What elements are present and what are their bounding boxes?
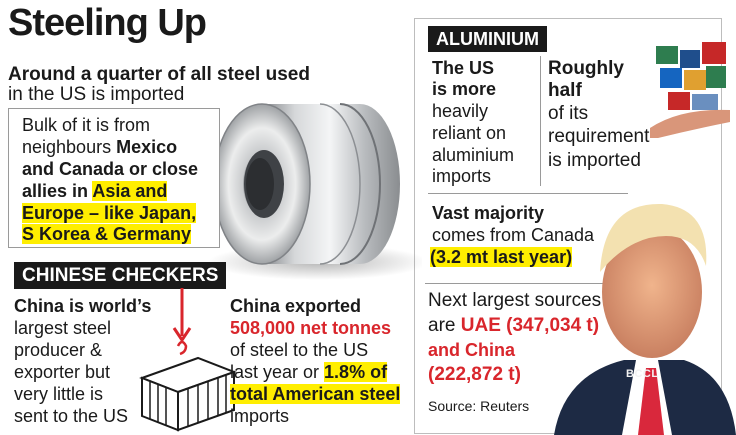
us-line-3: heavily: [432, 101, 489, 121]
steel-coil-image: [208, 103, 422, 280]
steel-box-line-6: S Korea & Germany: [22, 224, 192, 244]
china-right-line-6: imports: [230, 406, 290, 426]
china-left-line-3: producer &: [14, 340, 103, 360]
sources-line-1: Next largest sources: [428, 290, 602, 311]
us-line-2: is more: [432, 79, 497, 99]
photo-credit: BCCL: [626, 368, 659, 380]
china-left-line-4: exporter but: [14, 362, 111, 382]
china-aluminium-volume: (222,872 t): [428, 364, 521, 385]
aluminium-label: ALUMINIUM: [428, 26, 547, 52]
portrait-image: [554, 203, 736, 435]
half-line-4: requirement: [548, 126, 650, 147]
china-right-line-5: total American steel: [230, 384, 401, 404]
us-line-5: aluminium: [432, 145, 515, 165]
china-export-tonnes: 508,000 net tonnes: [230, 318, 392, 338]
aluminium-divider-1: [428, 193, 628, 194]
us-line-4: reliant on: [432, 123, 507, 143]
majority-line-2: comes from Canada: [432, 225, 595, 245]
us-line-1: The US: [432, 58, 495, 78]
china-left-line-2: largest steel: [14, 318, 112, 338]
china-right-line-1: China exported: [230, 296, 362, 316]
steel-box-line-2: neighbours Mexico: [22, 137, 178, 157]
half-line-3: of its: [548, 103, 589, 124]
aluminium-divider-2: [425, 283, 625, 284]
container-arrow-icon: [139, 288, 237, 432]
steel-box-line-4: allies in Asia and: [22, 181, 168, 201]
half-line-2: half: [548, 80, 582, 101]
hand-containers-image: [650, 42, 730, 138]
intro-line-1: Around a quarter of all steel used: [8, 64, 310, 85]
china-right-line-3: of steel to the US: [230, 340, 369, 360]
majority-line-1: Vast majority: [432, 203, 545, 223]
canada-volume: (3.2 mt last year): [430, 247, 573, 267]
china-left-line-1: China is world’s: [14, 296, 152, 316]
china-left-line-6: sent to the US: [14, 406, 129, 426]
chinese-checkers-label: CHINESE CHECKERS: [14, 262, 227, 289]
china-left-line-5: very little is: [14, 384, 104, 404]
aluminium-divider-vertical: [540, 56, 541, 186]
half-line-1: Roughly: [548, 58, 624, 79]
intro-line-2: in the US is imported: [8, 84, 185, 105]
steel-box-line-5: Europe – like Japan,: [22, 203, 197, 223]
page-title: Steeling Up: [8, 2, 207, 44]
steel-box-line-1: Bulk of it is from: [22, 115, 151, 135]
source-note: Source: Reuters: [428, 398, 530, 414]
china-right-line-4: last year or 1.8% of: [230, 362, 388, 382]
sources-line-2: are UAE (347,034 t): [428, 315, 600, 336]
half-line-5: is imported: [548, 150, 641, 171]
sources-line-3: and China: [428, 340, 516, 360]
us-line-6: imports: [432, 166, 492, 186]
steel-box-line-3: and Canada or close: [22, 159, 199, 179]
